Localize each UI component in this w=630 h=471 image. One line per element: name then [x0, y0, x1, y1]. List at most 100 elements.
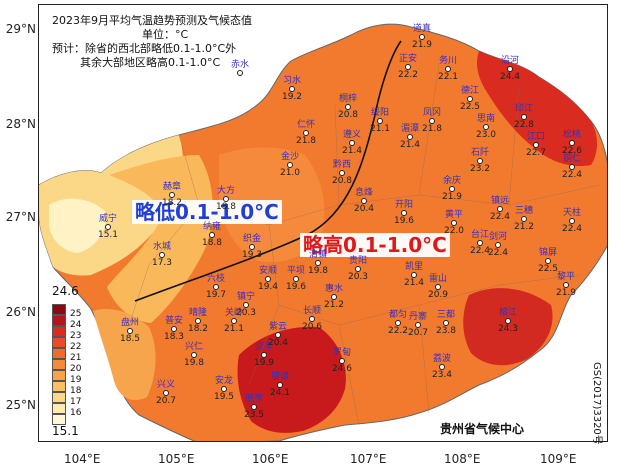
- map-title-block: 2023年9月平均气温趋势预测及气候态值 单位：°C 预计：除省的西北部略低0.…: [52, 14, 252, 70]
- lat-tick: 25°N: [5, 398, 36, 412]
- station-value: 21.2: [513, 222, 535, 232]
- station-marker: 道真 21.9: [412, 24, 432, 50]
- southwest-region: [93, 308, 156, 401]
- station-value: 24.4: [499, 72, 521, 82]
- station-dot-icon: [450, 220, 457, 226]
- station-value: 23.2: [469, 164, 491, 174]
- station-dot-icon: [248, 244, 255, 250]
- station-dot-icon: [562, 282, 569, 288]
- station-dot-icon: [286, 162, 293, 168]
- station-value: 18.8: [215, 202, 237, 212]
- mild-west-region: [107, 155, 213, 323]
- station-name: 晴隆: [188, 308, 208, 318]
- station-value: 20.9: [427, 290, 449, 300]
- station-dot-icon: [236, 70, 243, 76]
- legend-max-value: 24.6: [52, 284, 79, 298]
- station-value: 19.2: [281, 92, 303, 102]
- station-name: 铜仁: [562, 154, 582, 164]
- lon-tick: 107°E: [350, 452, 387, 466]
- station-name: 松桃: [562, 130, 582, 140]
- station-marker: 水城 17.3: [152, 242, 172, 268]
- station-marker: 赤水: [231, 60, 249, 76]
- station-name: 石阡: [470, 148, 490, 158]
- station-value: 19.5: [213, 392, 235, 402]
- station-value: 22.0: [443, 226, 465, 236]
- legend-swatch: [52, 315, 66, 326]
- station-name: 雷山: [428, 274, 448, 284]
- station-marker: 镇宁 20.3: [236, 292, 256, 318]
- station-marker: 绥阳 21.1: [370, 108, 390, 134]
- station-dot-icon: [220, 386, 227, 392]
- station-value: 22.4: [487, 248, 509, 258]
- station-dot-icon: [292, 276, 299, 282]
- station-marker: 安龙 19.5: [214, 376, 234, 402]
- station-name: 黎平: [556, 272, 576, 282]
- station-dot-icon: [360, 198, 367, 204]
- legend-level-label: 16: [70, 408, 82, 418]
- station-dot-icon: [212, 284, 219, 290]
- station-value: 21.4: [341, 146, 363, 156]
- station-dot-icon: [168, 192, 175, 198]
- station-name: 兴义: [156, 380, 176, 390]
- station-marker: 织金 19.3: [242, 234, 262, 260]
- station-name: 天柱: [562, 208, 582, 218]
- station-marker: 石阡 23.2: [470, 148, 490, 174]
- station-marker: 遵义 21.4: [342, 130, 362, 156]
- station-name: 兴仁: [184, 342, 204, 352]
- legend-level-label: 18: [70, 386, 82, 396]
- station-dot-icon: [442, 320, 449, 326]
- station-marker: 仁怀 21.8: [296, 120, 316, 146]
- station-value: 20.7: [407, 328, 429, 338]
- legend-swatch: [52, 304, 66, 315]
- station-marker: 凤冈 21.8: [422, 108, 442, 134]
- station-dot-icon: [404, 64, 411, 70]
- station-name: 盘州: [120, 318, 140, 328]
- southeast-hot-region: [463, 288, 553, 366]
- station-dot-icon: [260, 352, 267, 358]
- station-marker: 荔波 23.4: [432, 354, 452, 380]
- station-dot-icon: [222, 196, 229, 202]
- station-value: 22.4: [489, 212, 511, 222]
- station-marker: 普安 18.3: [164, 316, 184, 342]
- station-marker: 湄潭 21.4: [400, 124, 420, 150]
- station-name: 都匀: [388, 310, 408, 320]
- station-value: 20.4: [353, 204, 375, 214]
- station-marker: 台江 22.4: [470, 230, 490, 256]
- station-dot-icon: [414, 322, 421, 328]
- station-marker: 长顺 20.6: [302, 306, 322, 332]
- station-dot-icon: [418, 34, 425, 40]
- station-marker: 贵阳 20.3: [348, 256, 368, 282]
- station-dot-icon: [506, 66, 513, 72]
- station-value: 21.4: [403, 278, 425, 288]
- station-name: 清镇: [308, 250, 328, 260]
- map-title: 2023年9月平均气温趋势预测及气候态值: [52, 14, 252, 27]
- station-dot-icon: [308, 316, 315, 322]
- station-marker: 紫云 20.4: [268, 322, 288, 348]
- station-marker: 开阳 19.6: [394, 200, 414, 226]
- station-marker: 思南 23.0: [476, 114, 496, 140]
- station-marker: 六枝 19.7: [206, 274, 226, 300]
- station-value: 22.4: [561, 170, 583, 180]
- lon-tick: 106°E: [252, 452, 289, 466]
- station-value: 21.8: [295, 136, 317, 146]
- station-value: 22.6: [561, 146, 583, 156]
- station-value: 19.4: [257, 282, 279, 292]
- station-dot-icon: [330, 294, 337, 300]
- station-dot-icon: [230, 318, 237, 324]
- station-name: 普安: [164, 316, 184, 326]
- station-marker: 晴隆 18.2: [188, 308, 208, 334]
- station-value: 19.6: [285, 282, 307, 292]
- station-name: 道真: [412, 24, 432, 34]
- station-value: 23.5: [243, 410, 265, 420]
- station-value: 18.5: [119, 334, 141, 344]
- station-name: 江口: [526, 132, 546, 142]
- station-name: 册亨: [244, 394, 264, 404]
- legend-swatch: [52, 348, 66, 359]
- station-dot-icon: [354, 266, 361, 272]
- station-value: 21.4: [399, 140, 421, 150]
- station-dot-icon: [448, 186, 455, 192]
- station-name: 惠水: [324, 284, 344, 294]
- legend-swatch: [52, 392, 66, 403]
- station-marker: 都匀 22.2: [388, 310, 408, 336]
